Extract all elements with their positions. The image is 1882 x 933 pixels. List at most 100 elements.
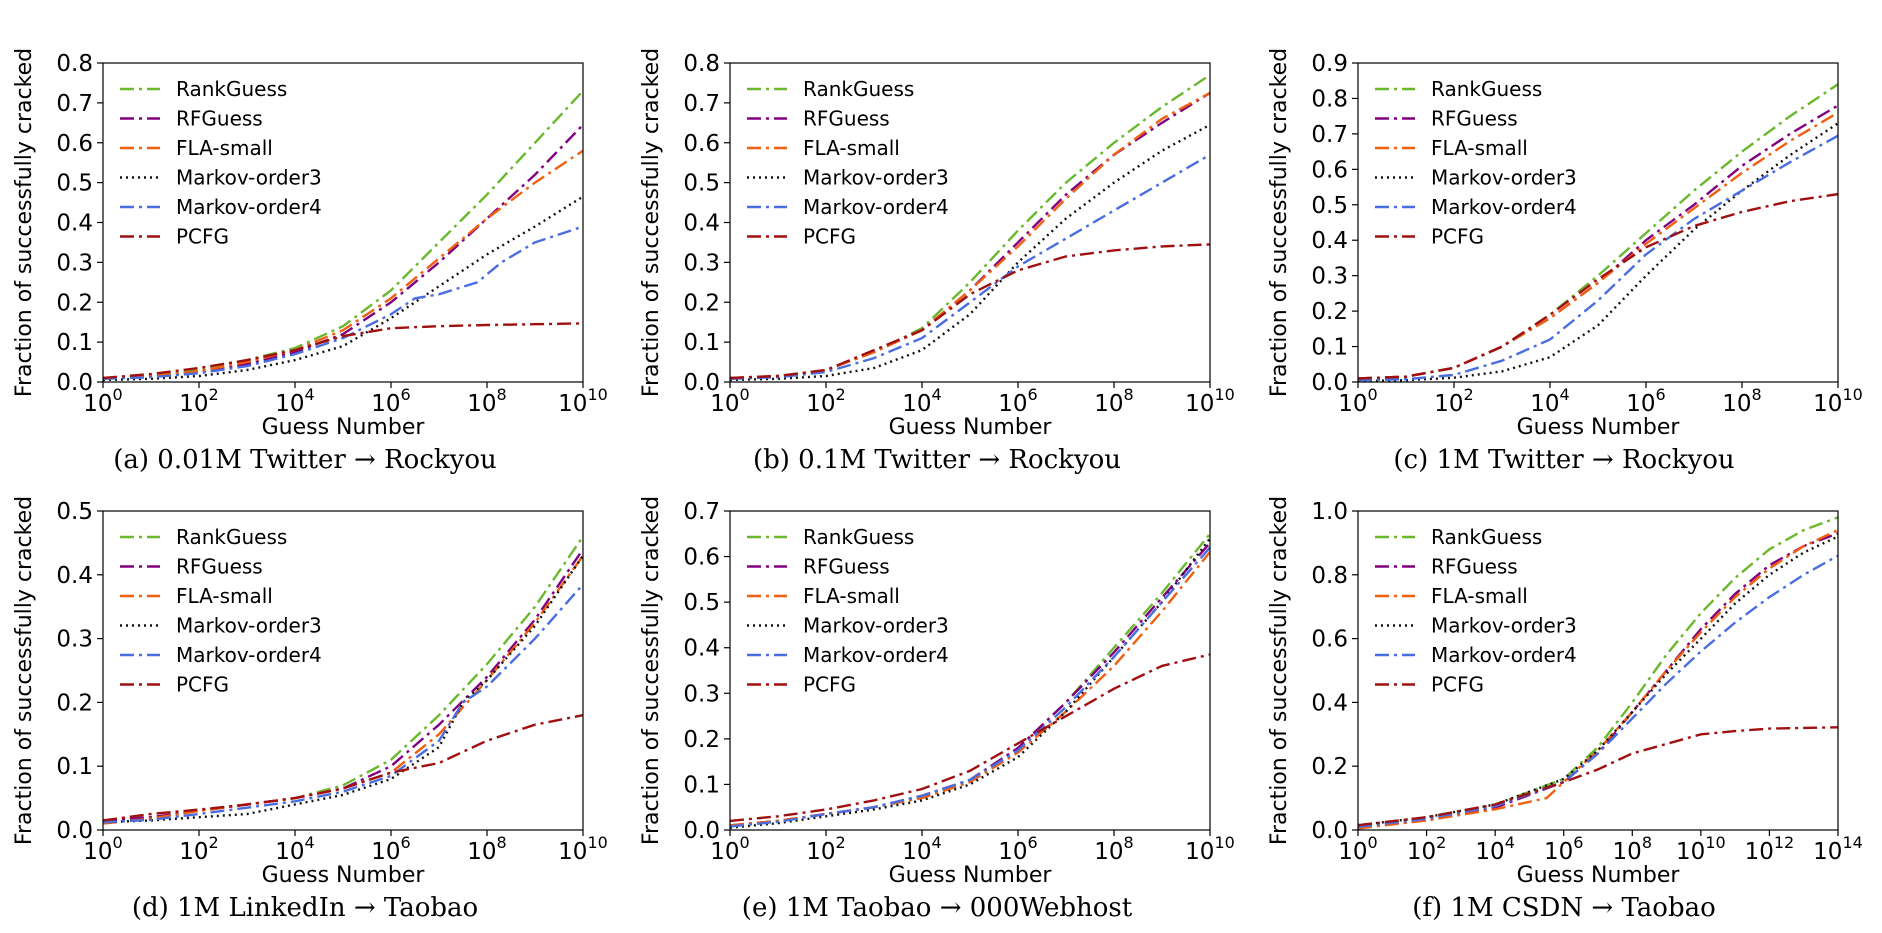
series-line-markov-order3 — [1358, 535, 1838, 827]
legend-label: Markov-order3 — [176, 166, 322, 190]
y-tick-label: 0.2 — [56, 290, 93, 316]
x-tick-label: 1010 — [1185, 385, 1235, 417]
series-line-pcfg — [1358, 726, 1838, 827]
legend-label: FLA-small — [1431, 584, 1528, 608]
series-line-rfguess — [103, 123, 583, 380]
y-tick-label: 0.8 — [683, 51, 720, 77]
series-line-rfguess — [1358, 532, 1838, 828]
x-tick-label: 108 — [1613, 833, 1652, 865]
x-tick-label: 1010 — [1813, 385, 1863, 417]
axes-frame — [102, 510, 584, 831]
x-axis-label: Guess Number — [1517, 863, 1681, 888]
y-tick-label: 0.9 — [1311, 51, 1348, 77]
x-tick-label: 108 — [1094, 833, 1133, 865]
axes-frame — [729, 510, 1211, 831]
y-tick-label: 0.8 — [1311, 563, 1348, 589]
series-line-fla-small — [1358, 111, 1838, 380]
y-tick-label: 0.6 — [683, 545, 720, 571]
series-line-pcfg — [730, 653, 1210, 823]
series-line-rfguess — [103, 548, 583, 822]
y-tick-label: 0.8 — [1311, 86, 1348, 112]
series-line-pcfg — [1358, 192, 1838, 380]
legend-label: RFGuess — [176, 107, 263, 131]
y-tick-label: 0.7 — [683, 91, 720, 117]
x-tick-label: 102 — [179, 385, 218, 417]
y-tick-label: 1.0 — [1311, 499, 1348, 525]
series-line-rankguess — [103, 535, 583, 822]
x-tick-label: 108 — [1722, 385, 1761, 417]
legend-label: Markov-order3 — [1431, 166, 1577, 190]
series-line-rankguess — [1358, 83, 1838, 380]
legend: RankGuess RFGuess FLA-small Markov-order3 Ma… — [120, 77, 322, 249]
series-line-fla-small — [730, 91, 1210, 380]
y-tick-label: 0.6 — [56, 131, 93, 157]
legend: RankGuess RFGuess FLA-small Markov-order3 Ma… — [120, 525, 322, 697]
subfigure-caption: (d) 1M LinkedIn → Taobao — [132, 893, 478, 923]
chart-panel-3: 0.0 0.1 0.2 0.3 0.4 0.5 0.6 0.7 0.8 0.9 100 102 104 1… — [1267, 48, 1863, 475]
x-axis-label: Guess Number — [889, 415, 1053, 440]
axes-frame — [1357, 510, 1839, 831]
x-tick-label: 106 — [371, 833, 410, 865]
y-tick-label: 0.8 — [56, 51, 93, 77]
x-tick-label: 108 — [467, 385, 506, 417]
series-lines — [103, 535, 583, 825]
y-tick-label: 0.4 — [56, 211, 93, 237]
legend-label: PCFG — [1431, 225, 1484, 249]
y-axis-label: Fraction of successfully cracked — [12, 48, 37, 397]
series-lines — [730, 74, 1210, 382]
series-line-markov-order3 — [103, 195, 583, 382]
legend-label: Markov-order4 — [176, 195, 322, 219]
y-tick-label: 0.6 — [1311, 157, 1348, 183]
legend-label: Markov-order3 — [176, 614, 322, 638]
series-line-pcfg — [103, 322, 583, 380]
legend: RankGuess RFGuess FLA-small Markov-order3 Ma… — [747, 525, 949, 697]
legend-label: PCFG — [1431, 673, 1484, 697]
chart-panel-5: 0.0 0.1 0.2 0.3 0.4 0.5 0.6 0.7 100 102 104 106 108 1… — [639, 496, 1235, 923]
y-tick-label: 0.1 — [683, 330, 720, 356]
y-tick-label: 0.5 — [56, 171, 93, 197]
x-axis-label: Guess Number — [889, 863, 1053, 888]
y-tick-label: 0.6 — [1311, 627, 1348, 653]
subfigure-caption: (f) 1M CSDN → Taobao — [1412, 893, 1716, 923]
x-tick-label: 1010 — [558, 833, 608, 865]
series-line-markov-order4 — [730, 546, 1210, 828]
subfigure-caption: (c) 1M Twitter → Rockyou — [1393, 445, 1734, 475]
y-tick-label: 0.0 — [56, 370, 93, 396]
series-line-rankguess — [1358, 516, 1838, 828]
legend-label: RFGuess — [1431, 107, 1518, 131]
y-tick-label: 0.1 — [56, 754, 93, 780]
legend-label: PCFG — [176, 225, 229, 249]
x-tick-label: 1010 — [1676, 833, 1726, 865]
x-tick-label: 104 — [275, 385, 314, 417]
x-tick-label: 106 — [371, 385, 410, 417]
series-line-markov-order4 — [103, 583, 583, 824]
y-tick-label: 0.7 — [1311, 122, 1348, 148]
x-tick-label: 104 — [902, 833, 941, 865]
legend-label: FLA-small — [803, 136, 900, 160]
y-tick-label: 0.2 — [1311, 299, 1348, 325]
y-tick-label: 0.5 — [1311, 193, 1348, 219]
y-axis-label: Fraction of successfully cracked — [639, 496, 664, 845]
legend-label: RankGuess — [1431, 77, 1542, 101]
axes-frame — [1357, 62, 1839, 383]
y-tick-label: 0.4 — [683, 636, 720, 662]
y-tick-label: 0.6 — [683, 131, 720, 157]
series-line-markov-order4 — [1358, 554, 1838, 828]
x-tick-label: 106 — [998, 833, 1037, 865]
y-tick-label: 0.7 — [56, 91, 93, 117]
x-tick-label: 1012 — [1745, 833, 1795, 865]
y-axis-label: Fraction of successfully cracked — [1267, 496, 1292, 845]
y-tick-label: 0.4 — [683, 211, 720, 237]
x-tick-label: 102 — [1407, 833, 1446, 865]
series-line-fla-small — [1358, 529, 1838, 830]
legend-label: Markov-order4 — [803, 195, 949, 219]
legend-label: RankGuess — [803, 77, 914, 101]
legend-label: Markov-order3 — [1431, 614, 1577, 638]
y-axis-label: Fraction of successfully cracked — [639, 48, 664, 397]
x-tick-label: 1010 — [558, 385, 608, 417]
